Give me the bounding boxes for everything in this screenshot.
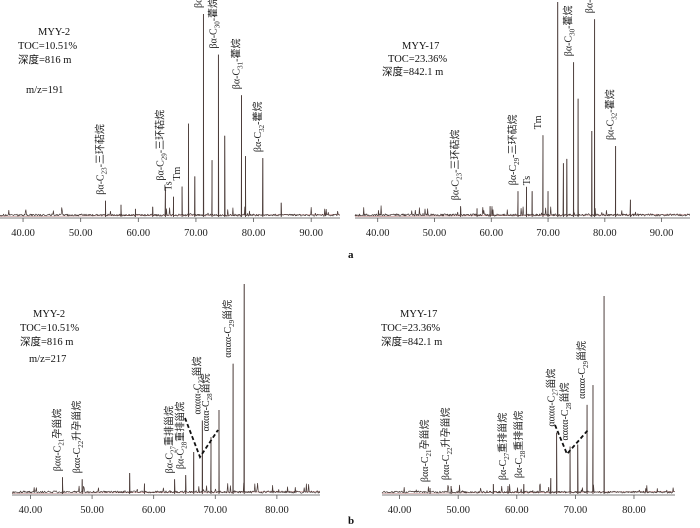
x-tick-label: 40.00 — [19, 505, 43, 516]
chart-b-right: 40.00 50.00 60.00 70.00 80.00 βαα-C21孕甾烷 βαα-C… — [381, 295, 676, 516]
x-tick-label: 50.00 — [80, 505, 104, 516]
peak-label: Ts — [163, 181, 174, 190]
chromatogram-trace — [12, 283, 321, 494]
toc-value: TOC=10.51% — [20, 323, 79, 334]
peak-label: βα-C28重排甾烷 — [174, 402, 189, 469]
x-tick-label: 60.00 — [126, 228, 150, 239]
x-tick-label: 70.00 — [184, 228, 208, 239]
x-tick-label: 50.00 — [69, 228, 93, 239]
x-tick-label: 80.00 — [242, 228, 266, 239]
sterane-connector-left — [184, 417, 219, 459]
x-tick-label: 60.00 — [505, 505, 529, 516]
peak-label: βα-C23-三环萜烷 — [449, 130, 464, 201]
peak-label: αααα-C28甾烷 — [558, 383, 573, 441]
peak-label: βα-C27重排甾烷 — [496, 413, 511, 480]
peak-label: αααα-C29甾烷 — [575, 341, 590, 399]
x-tick-label: 80.00 — [593, 228, 617, 239]
depth-value: 深度=842.1 m — [382, 65, 443, 78]
peak-label: βα-C29-降藿烷 — [191, 0, 206, 8]
peak-label: Ts — [522, 176, 533, 185]
x-tick-label: 60.00 — [479, 228, 503, 239]
peak-label: βα-C32-藿烷 — [604, 89, 619, 140]
toc-value: TOC=23.36% — [381, 323, 440, 334]
peak-label: Tm — [172, 166, 183, 180]
x-tick-label: 80.00 — [622, 505, 646, 516]
x-tick-label: 40.00 — [11, 228, 35, 239]
x-tick-label: 80.00 — [265, 505, 289, 516]
chart-a-left: 40.00 50.00 60.00 70.00 80.00 90.00 βα-C23-三环萜… — [0, 0, 341, 239]
x-tick-label: 70.00 — [203, 505, 227, 516]
peak-label: βα-C30-藿烷 — [206, 0, 221, 49]
peak-label: αααα-C28甾烷 — [199, 373, 214, 431]
ion-label: m/z=217 — [29, 354, 66, 365]
depth-value: 深度=842.1 m — [381, 335, 442, 348]
plot-area: 40.00 50.00 60.00 70.00 80.00 90.00 βα-C23-三环萜… — [0, 0, 341, 239]
peak-label: αααα-C29甾烷 — [221, 300, 236, 358]
chart-a-right: 40.00 50.00 60.00 70.00 80.00 90.00 βα-C23-三环萜… — [354, 0, 691, 239]
depth-value: 深度=816 m — [18, 53, 71, 66]
toc-value: TOC=10.51% — [18, 41, 77, 52]
peak-label: βαα-C22升孕甾烷 — [439, 408, 454, 481]
peak-label: βα-C27重排甾烷 — [163, 406, 178, 473]
x-tick-label: 90.00 — [299, 228, 323, 239]
sample-name: MYY-2 — [33, 309, 65, 320]
peak-label: Tm — [533, 115, 544, 129]
x-tick-label: 40.00 — [388, 505, 412, 516]
plot-area: 40.00 50.00 60.00 70.00 80.00 90.00 βα-C23-三环萜… — [354, 0, 691, 239]
sample-name: MYY-17 — [402, 41, 439, 52]
peak-label: βα-C32-藿烷 — [251, 101, 266, 152]
x-tick-label: 90.00 — [650, 228, 674, 239]
peak-label: βα-C29-三环萜烷 — [153, 110, 168, 181]
panel-label-b: b — [348, 515, 354, 527]
peak-label: βαα-C22升孕甾烷 — [70, 401, 85, 474]
x-tick-label: 40.00 — [366, 228, 390, 239]
panel-label-a: a — [348, 249, 354, 261]
sample-name: MYY-2 — [38, 27, 70, 38]
chromatogram-trace — [381, 295, 675, 494]
depth-value: 深度=816 m — [20, 335, 73, 348]
peak-label: βα-C30-藿烷 — [562, 6, 577, 57]
peak-label: βα-C28重排甾烷 — [512, 411, 527, 478]
peak-label: βαα-C21孕甾烷 — [51, 409, 66, 472]
ion-label: m/z=191 — [26, 85, 63, 96]
sterane-connector-right — [554, 424, 589, 456]
x-tick-label: 70.00 — [564, 505, 588, 516]
peak-label: βαα-C21孕甾烷 — [418, 419, 433, 482]
plot-area: 40.00 50.00 60.00 70.00 80.00 βαα-C21孕甾烷 βαα-C… — [11, 283, 321, 516]
peak-label: βα-C23-三环萜烷 — [93, 124, 108, 195]
chart-b-left: 40.00 50.00 60.00 70.00 80.00 βαα-C21孕甾烷 βαα-C… — [11, 283, 321, 516]
peak-label: αααα-C27甾烷 — [190, 357, 205, 415]
peak-label: βα-C29-三环萜烷 — [506, 115, 521, 186]
x-tick-label: 70.00 — [536, 228, 560, 239]
peak-label: βα-C31-藿烷 — [229, 39, 244, 90]
toc-value: TOC=23.36% — [388, 54, 447, 65]
peak-label: αααα-C27甾烷 — [545, 369, 560, 427]
x-tick-label: 50.00 — [423, 228, 447, 239]
baseline-drift — [11, 491, 321, 494]
x-tick-label: 60.00 — [142, 505, 166, 516]
sample-name: MYY-17 — [400, 309, 437, 320]
peak-label: βα-C31-藿烷 — [583, 0, 598, 13]
x-tick-label: 50.00 — [446, 505, 470, 516]
plot-area: 40.00 50.00 60.00 70.00 80.00 βαα-C21孕甾烷 βαα-C… — [381, 295, 676, 516]
